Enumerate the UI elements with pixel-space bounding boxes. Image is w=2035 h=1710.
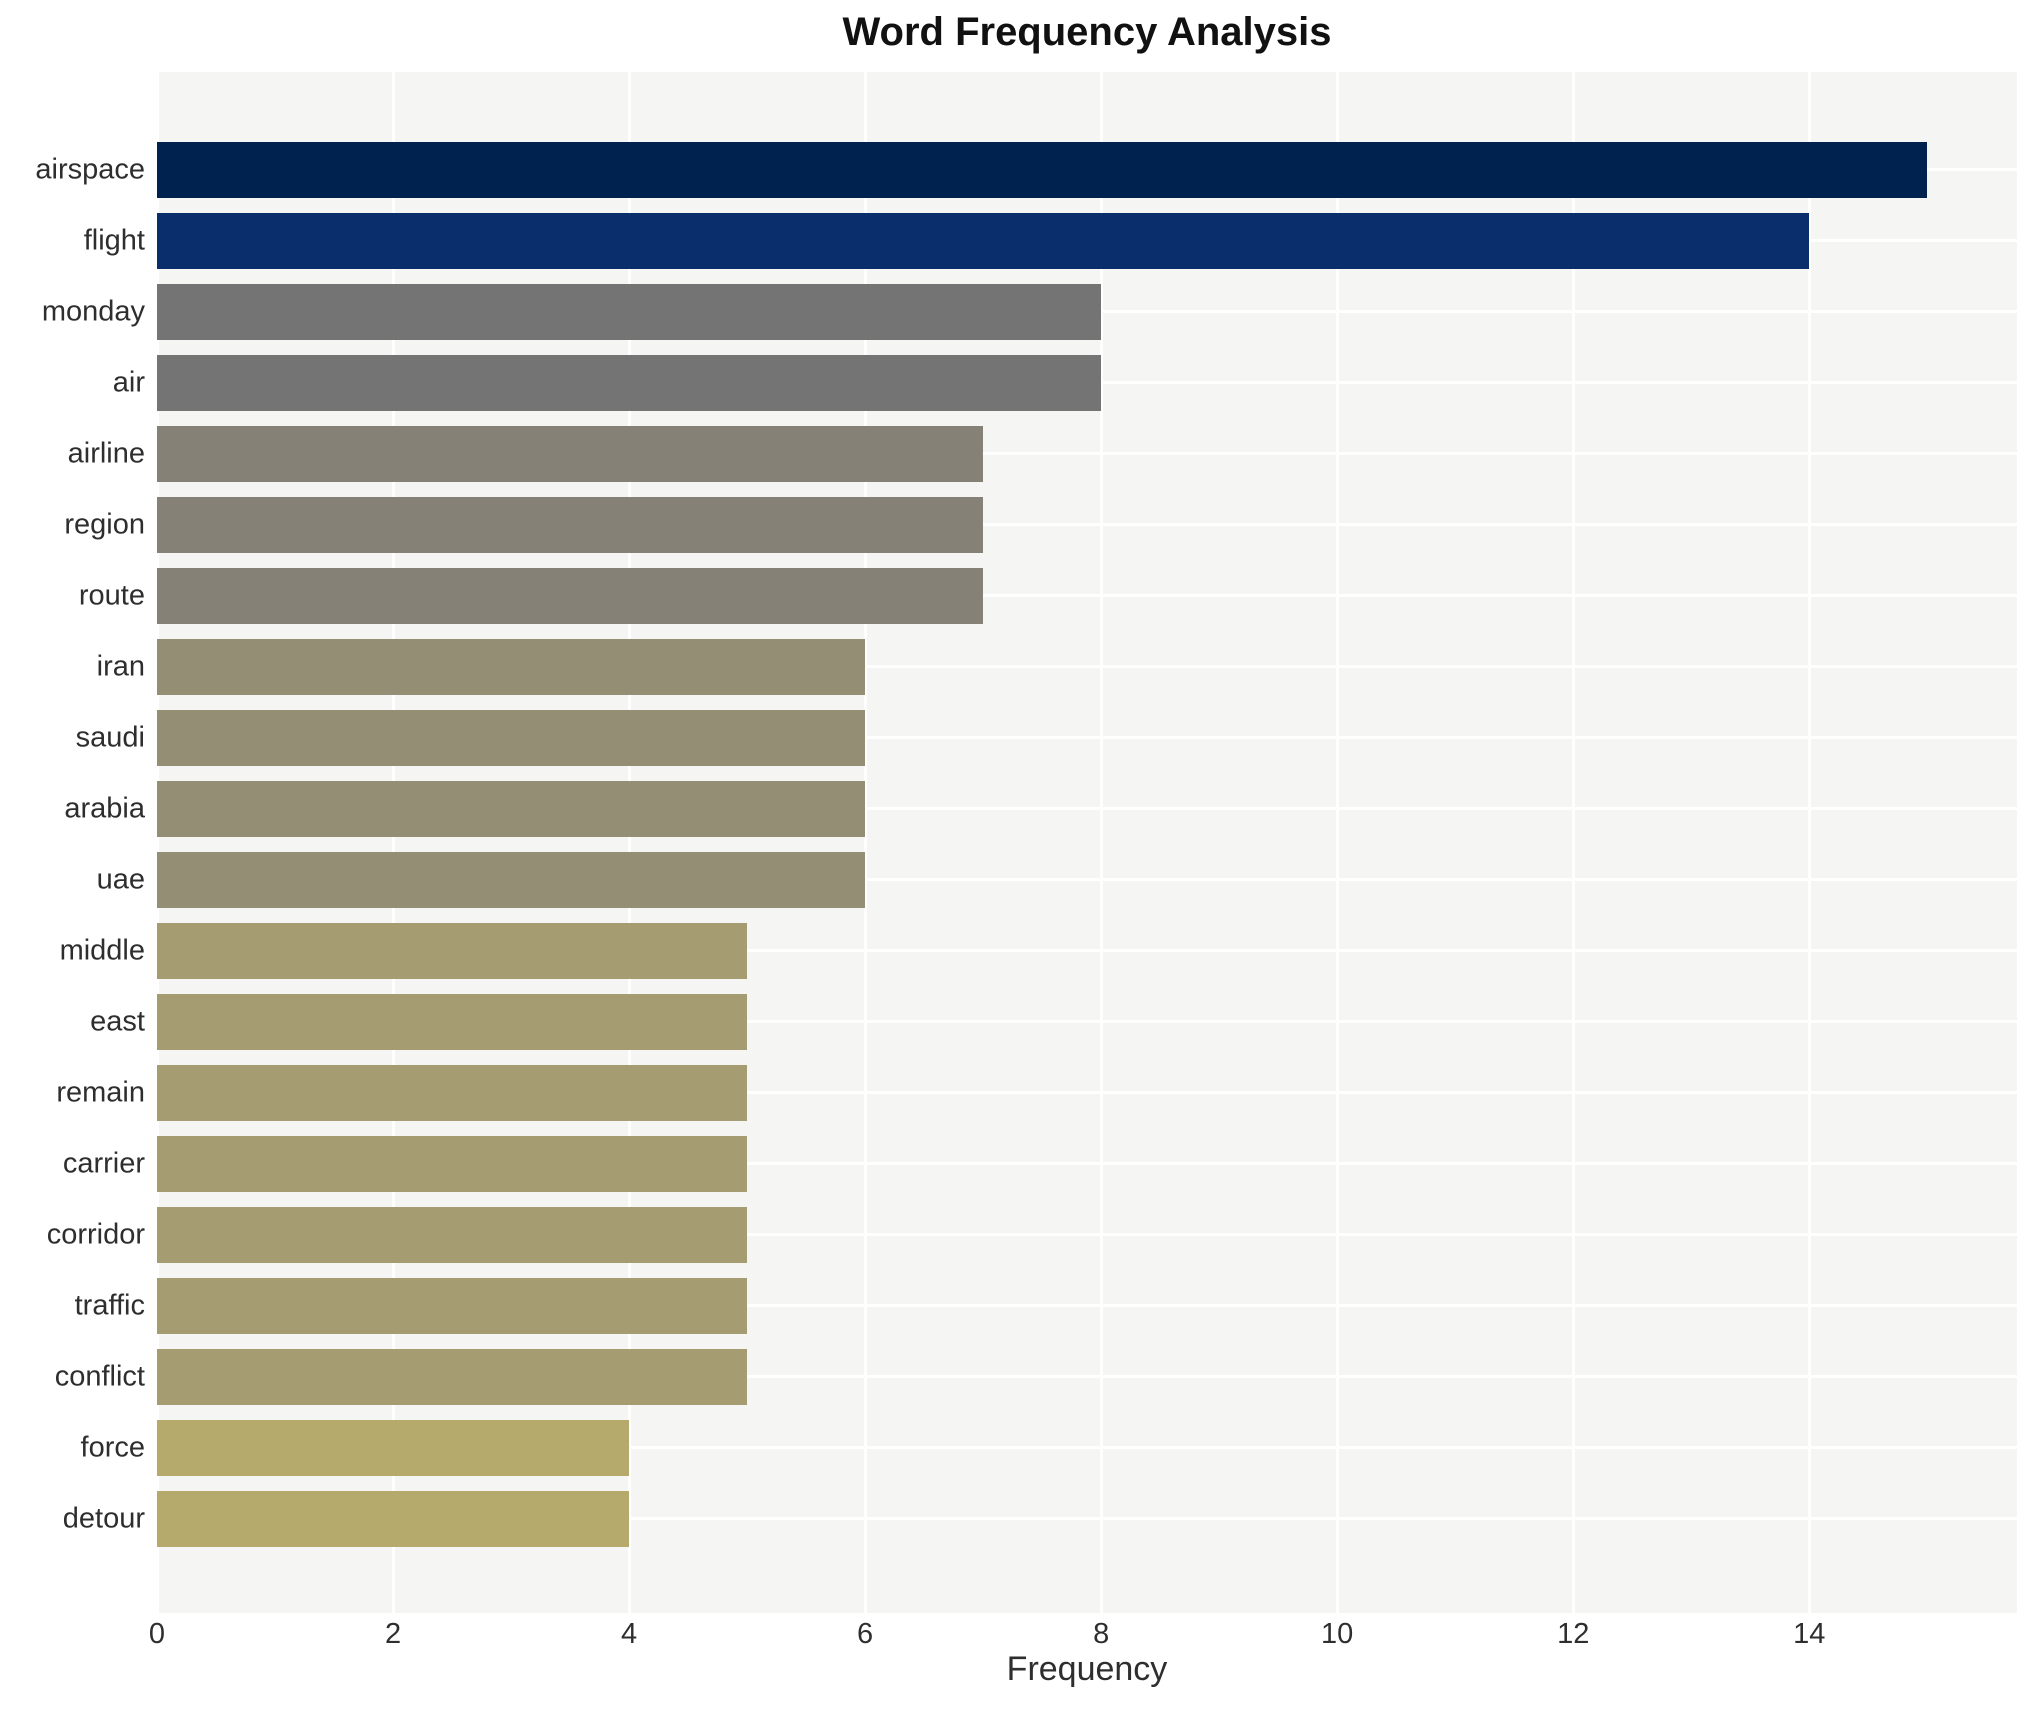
- y-gridline: [157, 1304, 2017, 1307]
- x-gridline: [863, 72, 867, 1613]
- x-tick-label-0: 0: [148, 1618, 166, 1650]
- x-tick-label-12: 12: [1557, 1618, 1590, 1650]
- bar-east: [157, 993, 748, 1050]
- y-tick-label-corridor: corridor: [46, 1218, 145, 1250]
- bar-corridor: [157, 1206, 748, 1263]
- bar-force: [157, 1419, 630, 1476]
- x-gridline: [1099, 72, 1103, 1613]
- y-tick-label-iran: iran: [96, 650, 145, 682]
- x-gridline: [1335, 72, 1339, 1613]
- y-tick-label-monday: monday: [41, 295, 145, 327]
- bar-arabia: [157, 780, 866, 837]
- y-gridline: [157, 949, 2017, 952]
- y-gridline: [157, 807, 2017, 810]
- y-tick-label-route: route: [78, 579, 145, 611]
- y-tick-label-middle: middle: [59, 934, 145, 966]
- y-gridline: [157, 452, 2017, 455]
- x-gridline: [627, 72, 631, 1613]
- x-gridline: [1807, 72, 1811, 1613]
- y-tick-label-arabia: arabia: [64, 792, 145, 824]
- y-tick-label-saudi: saudi: [75, 721, 145, 753]
- y-tick-label-air: air: [112, 366, 145, 398]
- y-gridline: [157, 1020, 2017, 1023]
- bar-flight: [157, 212, 1810, 269]
- y-axis-labels: airspace flight monday air airline region rout…: [0, 72, 145, 1613]
- x-tick-label-8: 8: [1093, 1618, 1110, 1650]
- bar-airline: [157, 425, 984, 482]
- y-gridline: [157, 736, 2017, 739]
- y-gridline: [157, 1091, 2017, 1094]
- bar-region: [157, 496, 984, 553]
- y-gridline: [157, 665, 2017, 668]
- y-tick-label-detour: detour: [62, 1502, 145, 1534]
- x-tick-label-10: 10: [1321, 1618, 1354, 1650]
- y-tick-label-east: east: [90, 1005, 145, 1037]
- bar-monday: [157, 283, 1102, 340]
- bar-route: [157, 567, 984, 624]
- y-tick-label-uae: uae: [96, 863, 145, 895]
- x-tick-label-4: 4: [621, 1618, 638, 1650]
- bar-iran: [157, 638, 866, 695]
- bar-detour: [157, 1490, 630, 1547]
- y-tick-label-region: region: [64, 508, 145, 540]
- bar-airspace: [157, 141, 1928, 198]
- y-tick-label-conflict: conflict: [54, 1360, 145, 1392]
- x-tick-label-2: 2: [384, 1618, 402, 1650]
- y-tick-label-airline: airline: [67, 437, 145, 469]
- y-tick-label-traffic: traffic: [74, 1289, 145, 1321]
- x-axis-title: Frequency: [1006, 1650, 1168, 1688]
- bar-saudi: [157, 709, 866, 766]
- chart-title: Word Frequency Analysis: [842, 10, 1332, 54]
- y-gridline: [157, 1517, 2017, 1520]
- y-tick-label-remain: remain: [56, 1076, 145, 1108]
- y-gridline: [157, 1233, 2017, 1236]
- y-tick-label-flight: flight: [83, 224, 145, 256]
- y-gridline: [157, 1446, 2017, 1449]
- bar-middle: [157, 922, 748, 979]
- bar-conflict: [157, 1348, 748, 1405]
- y-gridline: [157, 878, 2017, 881]
- x-tick-label-14: 14: [1793, 1618, 1826, 1650]
- bar-uae: [157, 851, 866, 908]
- y-tick-label-carrier: carrier: [62, 1147, 145, 1179]
- x-gridline: [391, 72, 395, 1613]
- x-gridline: [1571, 72, 1575, 1613]
- x-gridline: [157, 72, 159, 1613]
- y-gridline: [157, 1375, 2017, 1378]
- plot-area: [157, 72, 2017, 1613]
- bar-traffic: [157, 1277, 748, 1334]
- bar-carrier: [157, 1135, 748, 1192]
- x-tick-label-6: 6: [857, 1618, 874, 1650]
- y-gridline: [157, 1162, 2017, 1165]
- bar-remain: [157, 1064, 748, 1121]
- y-tick-label-force: force: [80, 1431, 145, 1463]
- bar-air: [157, 354, 1102, 411]
- y-tick-label-airspace: airspace: [35, 153, 145, 185]
- y-gridline: [157, 523, 2017, 526]
- y-gridline: [157, 594, 2017, 597]
